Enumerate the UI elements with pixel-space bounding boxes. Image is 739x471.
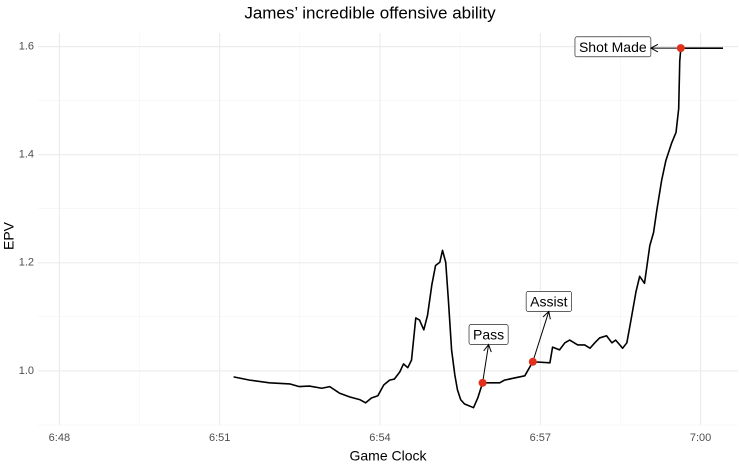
x-axis-title: Game Clock xyxy=(349,448,427,464)
y-tick-label: 1.6 xyxy=(19,40,34,52)
y-tick-label: 1.0 xyxy=(19,365,34,377)
x-tick-label: 6:48 xyxy=(49,432,70,444)
annotation-arrow xyxy=(482,343,492,383)
event-point xyxy=(528,357,537,366)
annotation: Pass xyxy=(468,324,509,345)
event-point xyxy=(478,378,487,387)
line xyxy=(233,47,724,409)
chart-title: James’ incredible offensive ability xyxy=(244,3,496,22)
y-tick-label: 1.4 xyxy=(19,149,34,161)
y-tick-label: 1.2 xyxy=(19,257,34,269)
annotation: Shot Made xyxy=(574,36,652,58)
x-tick-label: 6:57 xyxy=(530,432,551,444)
x-tick-label: 6:54 xyxy=(369,432,390,444)
annotation-arrow xyxy=(649,43,681,53)
annotation-label: Assist xyxy=(530,293,567,309)
annotation-box xyxy=(574,36,652,58)
annotation-label: Pass xyxy=(473,327,504,343)
event-point xyxy=(676,44,685,53)
annotation: Assist xyxy=(525,291,572,312)
annotation-arrow xyxy=(532,310,551,362)
x-tick-label: 7:00 xyxy=(690,432,711,444)
x-tick-label: 6:51 xyxy=(209,432,230,444)
y-axis-title: EPV xyxy=(1,221,17,250)
annotation-label: Shot Made xyxy=(579,39,647,55)
